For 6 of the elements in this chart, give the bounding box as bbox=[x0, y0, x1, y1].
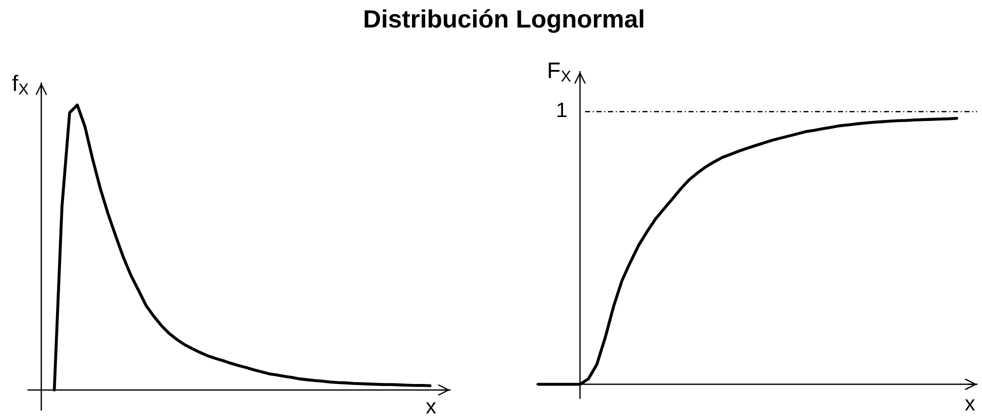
text: Distribución Lognormal bbox=[364, 9, 644, 33]
y-axis-title: F$_{X}$ bbox=[548, 62, 571, 82]
x-axis-title: x bbox=[426, 402, 436, 414]
x-axis-title: x bbox=[965, 399, 975, 410]
y-axis-title: f$_{X}$ bbox=[12, 74, 28, 94]
ref-line-label: 1 bbox=[558, 102, 566, 118]
